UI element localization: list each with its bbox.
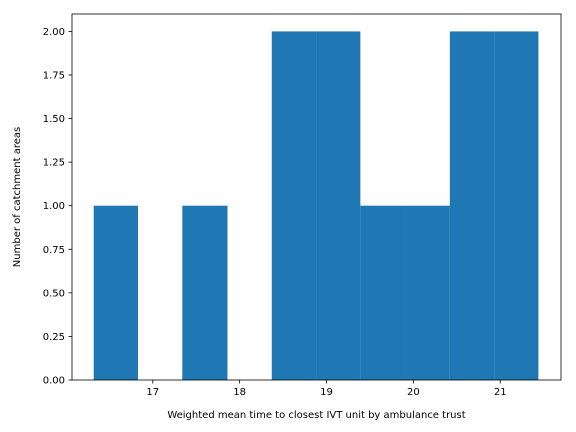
bars-group <box>93 31 539 381</box>
x-tick-label-3: 20 <box>407 387 420 398</box>
x-ticks-group: 17 18 19 20 21 <box>146 380 507 398</box>
histogram-bar-6 <box>360 205 406 380</box>
histogram-bar-0 <box>93 205 139 380</box>
x-tick-label-4: 21 <box>494 387 507 398</box>
y-tick-label-1: 0.25 <box>43 332 65 343</box>
histogram-bar-8 <box>449 31 495 381</box>
histogram-bar-4 <box>271 31 317 381</box>
plot-frame <box>71 13 562 381</box>
y-axis-label: Number of catchment areas <box>12 127 23 267</box>
histogram-bar-2 <box>182 205 228 380</box>
y-tick-label-4: 1.00 <box>43 201 65 212</box>
x-tick-label-1: 18 <box>233 387 246 398</box>
y-tick-label-0: 0.00 <box>43 376 65 387</box>
x-tick-label-0: 17 <box>146 387 159 398</box>
y-tick-label-7: 1.75 <box>43 71 65 82</box>
histogram-bar-7 <box>405 205 450 380</box>
y-tick-label-8: 2.00 <box>43 27 65 38</box>
x-tick-label-2: 19 <box>320 387 333 398</box>
y-ticks-group: 0.00 0.25 0.50 0.75 1.00 1.25 1.50 1.75 2.00 <box>43 27 72 387</box>
y-tick-label-3: 0.75 <box>43 245 65 256</box>
histogram-bar-9 <box>494 31 539 381</box>
y-tick-label-5: 1.25 <box>43 158 65 169</box>
y-tick-label-6: 1.50 <box>43 114 65 125</box>
y-tick-label-2: 0.50 <box>43 288 65 299</box>
histogram-bar-5 <box>316 31 361 381</box>
x-axis-label: Weighted mean time to closest IVT unit b… <box>167 410 465 421</box>
